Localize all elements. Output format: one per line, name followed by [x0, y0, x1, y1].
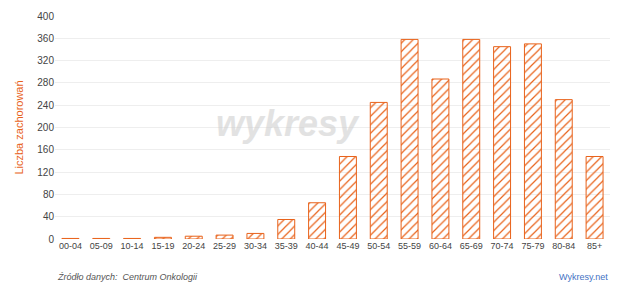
svg-text:50-54: 50-54	[367, 241, 390, 251]
svg-text:360: 360	[37, 33, 54, 44]
svg-text:Źródło danych: Centrum Onkolo: Źródło danych: Centrum Onkologii	[57, 272, 198, 282]
svg-text:120: 120	[37, 167, 54, 178]
svg-text:240: 240	[37, 100, 54, 111]
svg-text:35-39: 35-39	[275, 241, 298, 251]
svg-text:80-84: 80-84	[552, 241, 575, 251]
svg-text:0: 0	[48, 234, 54, 245]
svg-text:75-79: 75-79	[521, 241, 544, 251]
svg-text:70-74: 70-74	[491, 241, 514, 251]
svg-text:280: 280	[37, 77, 54, 88]
svg-text:25-29: 25-29	[213, 241, 236, 251]
svg-text:05-09: 05-09	[90, 241, 113, 251]
svg-text:45-49: 45-49	[336, 241, 359, 251]
svg-text:00-04: 00-04	[59, 241, 82, 251]
svg-text:Liczba zachorowań: Liczba zachorowań	[13, 80, 25, 174]
svg-text:200: 200	[37, 122, 54, 133]
svg-text:15-19: 15-19	[151, 241, 174, 251]
svg-text:wykresy: wykresy	[216, 103, 360, 144]
svg-text:30-34: 30-34	[244, 241, 267, 251]
svg-text:40: 40	[43, 211, 55, 222]
svg-text:20-24: 20-24	[182, 241, 205, 251]
svg-text:65-69: 65-69	[460, 241, 483, 251]
svg-text:400: 400	[37, 11, 54, 22]
svg-text:Wykresy.net: Wykresy.net	[559, 272, 608, 282]
svg-text:80: 80	[43, 189, 55, 200]
svg-text:10-14: 10-14	[121, 241, 144, 251]
svg-text:320: 320	[37, 55, 54, 66]
svg-text:55-59: 55-59	[398, 241, 421, 251]
svg-text:160: 160	[37, 144, 54, 155]
svg-text:60-64: 60-64	[429, 241, 452, 251]
svg-text:40-44: 40-44	[306, 241, 329, 251]
svg-text:85+: 85+	[587, 241, 602, 251]
